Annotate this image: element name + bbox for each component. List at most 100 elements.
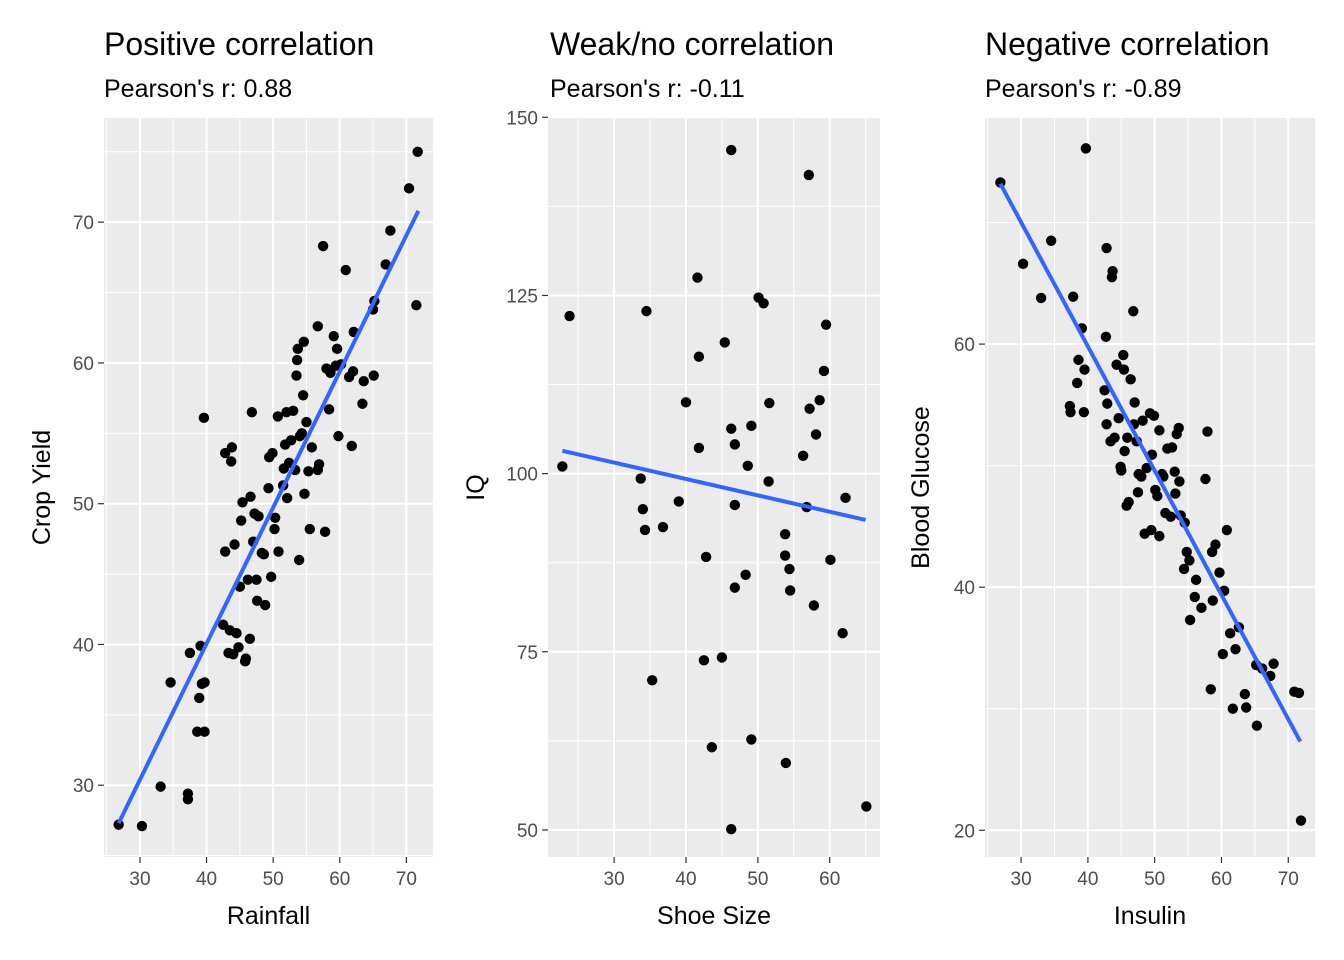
scatter-point	[1217, 648, 1229, 660]
scatter-point	[267, 447, 278, 459]
scatter-point	[726, 423, 737, 434]
scatter-point	[346, 440, 357, 452]
panel-title: Positive correlation	[104, 26, 374, 62]
scatter-point	[693, 442, 705, 454]
scatter-point	[700, 551, 712, 563]
scatter-point	[328, 330, 339, 342]
scatter-point	[229, 539, 240, 550]
scatter-point	[1118, 364, 1130, 375]
x-tick-label: 60	[329, 869, 350, 890]
scatter-point	[385, 225, 396, 236]
y-tick-label: 70	[73, 213, 94, 234]
scatter-point	[1125, 374, 1136, 385]
panel-title: Negative correlation	[985, 26, 1270, 62]
plot-panel	[548, 118, 880, 857]
regression-line	[116, 210, 421, 825]
scatter-point	[1181, 546, 1192, 558]
scatter-point	[1035, 292, 1047, 304]
scatter-point	[246, 406, 258, 418]
scatter-point	[1119, 445, 1130, 457]
scatter-point	[680, 397, 692, 408]
scatter-point	[820, 319, 832, 330]
scatter-point	[1137, 415, 1148, 426]
scatter-point	[304, 523, 315, 535]
scatter-point	[639, 524, 651, 536]
scatter-point	[412, 146, 423, 157]
scatter-point	[296, 428, 307, 439]
scatter-point	[317, 240, 329, 252]
scatter-point	[403, 183, 415, 194]
scatter-point	[1200, 473, 1211, 485]
scatter-point	[1102, 398, 1113, 409]
scatter-point	[231, 627, 242, 639]
scatter-point	[298, 336, 309, 348]
scatter-point	[1214, 567, 1225, 578]
scatter-point	[1240, 702, 1252, 713]
scatter-point	[301, 416, 312, 428]
scatter-point	[797, 450, 809, 461]
scatter-point	[194, 692, 205, 704]
scatter-point	[319, 526, 331, 538]
scatter-point	[1189, 591, 1200, 603]
scatter-point	[136, 820, 148, 832]
scatter-point	[226, 456, 237, 467]
scatter-point	[240, 653, 252, 664]
scatter-point	[220, 546, 231, 557]
scatter-point	[1099, 385, 1110, 396]
x-tick-label: 40	[675, 869, 696, 890]
scatter-point	[1067, 291, 1079, 302]
scatter-point	[1122, 432, 1133, 443]
scatter-point	[1184, 555, 1195, 566]
scatter-point	[698, 655, 710, 666]
scatter-point	[1136, 471, 1147, 482]
scatter-point	[1154, 530, 1165, 542]
x-tick-label: 50	[1144, 869, 1165, 890]
scatter-point	[306, 442, 317, 453]
x-tick-label: 40	[196, 869, 217, 890]
scatter-point	[729, 439, 741, 450]
scatter-point	[814, 395, 825, 406]
scatter-point	[287, 405, 299, 416]
y-tick-label: 75	[517, 643, 538, 664]
scatter-point	[758, 298, 769, 309]
scatter-point	[1174, 476, 1185, 487]
scatter-point	[1109, 432, 1120, 443]
scatter-point	[1123, 496, 1134, 508]
scatter-point	[1128, 306, 1139, 317]
scatter-point	[818, 365, 830, 377]
scatter-point	[269, 512, 281, 523]
scatter-point	[233, 642, 244, 653]
scatter-point	[641, 305, 652, 317]
x-tick-label: 50	[263, 869, 284, 890]
y-axis-title: IQ	[462, 474, 490, 500]
scatter-point	[1268, 658, 1279, 669]
scatter-point	[1165, 511, 1176, 522]
scatter-point	[1100, 331, 1112, 342]
scatter-point	[293, 554, 305, 566]
scatter-point	[693, 351, 705, 362]
scatter-point	[1205, 684, 1216, 695]
scatter-point	[244, 633, 256, 645]
scatter-point	[155, 781, 166, 792]
scatter-point	[1295, 815, 1307, 826]
scatter-point	[726, 144, 737, 156]
scatter-point	[1202, 426, 1213, 437]
scatter-point	[726, 824, 737, 835]
scatter-point	[803, 169, 815, 181]
panel-positive-correlation: Positive correlation Pearson's r: 0.88 30 4…	[28, 26, 433, 930]
scatter-point	[251, 595, 263, 607]
scatter-point	[1227, 703, 1239, 714]
y-axis-title: Crop Yield	[28, 430, 56, 545]
scatter-point	[557, 461, 568, 472]
scatter-point	[199, 726, 210, 737]
scatter-point	[564, 310, 575, 322]
scatter-point	[1221, 524, 1233, 536]
scatter-point	[1078, 406, 1090, 418]
scatter-point	[657, 521, 669, 533]
scatter-point	[235, 515, 247, 526]
y-tick-label: 100	[506, 465, 538, 486]
scatter-point	[1045, 235, 1057, 246]
scatter-point	[646, 675, 658, 686]
scatter-point	[1107, 265, 1118, 277]
scatter-point	[810, 429, 822, 440]
